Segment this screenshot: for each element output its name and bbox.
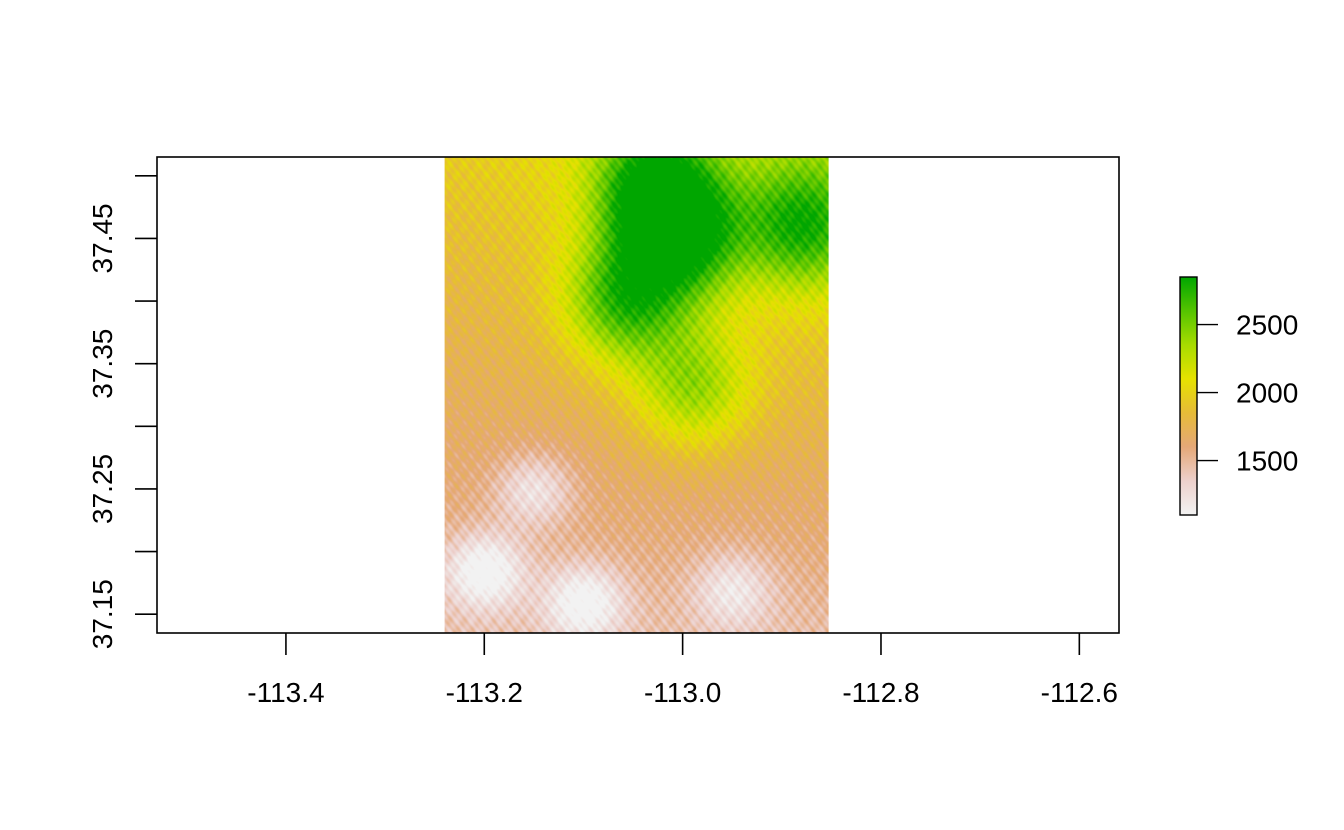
- y-tick-label: 37.25: [87, 454, 118, 524]
- y-tick-label: 37.15: [87, 579, 118, 649]
- legend-tick-label: 2000: [1236, 378, 1298, 409]
- elevation-raster: [444, 157, 829, 633]
- y-axis: 37.15 37.25 37.35 37.45: [87, 174, 157, 649]
- y-tick-label: 37.35: [87, 329, 118, 399]
- x-tick-label: -113.2: [446, 677, 523, 708]
- x-tick-label: -113.0: [644, 677, 721, 708]
- y-tick-label: 37.45: [87, 203, 118, 273]
- plot-frame: [156, 156, 1120, 634]
- x-tick-label: -113.4: [247, 677, 324, 708]
- x-tick-label: -112.8: [842, 677, 919, 708]
- x-axis: -113.4 -113.2 -113.0 -112.8 -112.6: [247, 633, 1118, 708]
- legend-colorbar: [1179, 276, 1198, 516]
- color-legend: 1500 2000 2500: [1179, 276, 1298, 516]
- x-tick-label: -112.6: [1041, 677, 1118, 708]
- legend-tick-label: 1500: [1236, 446, 1298, 477]
- legend-tick-label: 2500: [1236, 310, 1298, 341]
- raster-layer: [444, 157, 829, 633]
